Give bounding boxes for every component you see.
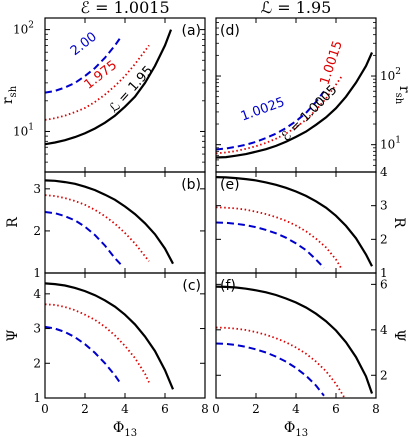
ytick-label-d-1: 102 [380,67,401,83]
xtick-label-f-1: 2 [252,402,260,416]
panel-f: 2 4 6 0 2 4 6 8 Φ13 Ψ (f) [212,272,407,437]
panel-label-a: (a) [181,23,201,39]
y-axis-label-d: rsh [393,86,412,105]
ytick-label-e-1: 2 [380,232,388,246]
ytick-label-f-2: 6 [380,277,388,291]
series-line-c-2 [45,303,150,383]
axes-frame-f [215,272,377,399]
series-line-a-1 [45,36,122,94]
series-line-e-1 [216,221,325,269]
x-axis-label-c: Φ13 [113,420,137,437]
panel-label-d: (d) [220,23,240,39]
panel-c: 1 2 3 4 0 2 4 6 8 Φ13 Ψ (c) [5,272,209,437]
series-line-f-2 [216,326,345,398]
series-line-c-3 [45,282,175,390]
series-line-d-3 [216,52,374,159]
xtick-label-f-4: 8 [372,402,380,416]
ytick-label-c-0: 1 [33,391,41,405]
y-axis-label-b: R [5,217,21,228]
ytick-label-a-0: 101 [13,122,34,138]
curve-annotation-d-2: 1.0015 [318,39,346,87]
ytick-label-d-0: 101 [380,136,401,152]
curve-annotation-a-2: 1.975 [82,58,121,93]
panel-label-b: (b) [181,177,201,193]
series-line-e-3 [216,176,373,267]
ytick-label-b-1: 2 [33,224,41,238]
ytick-label-c-3: 4 [33,287,41,301]
ytick-label-e-2: 3 [380,199,388,213]
panel-b: 1 2 3 R (b) [5,171,206,280]
ytick-label-b-2: 3 [33,182,41,196]
panel-label-c: (c) [182,278,201,294]
axes-frame-d [215,17,377,173]
xtick-label-c-2: 4 [121,402,129,416]
series-line-f-3 [216,285,374,394]
series-line-e-2 [216,206,343,271]
xtick-label-c-4: 8 [201,402,209,416]
series-line-d-2 [216,75,343,155]
xtick-label-c-0: 0 [41,402,49,416]
xtick-label-c-3: 6 [161,402,169,416]
ytick-label-c-1: 2 [33,356,41,370]
ytick-label-b-0: 1 [33,266,41,280]
xtick-label-f-0: 0 [212,402,220,416]
x-axis-label-f: Φ13 [284,420,308,437]
curve-annotation-a-1: 2.00 [68,29,100,59]
series-line-a-3 [45,29,173,146]
panel-title-d: ℒ = 1.95 [261,0,332,17]
ytick-label-f-1: 4 [380,323,388,337]
panel-e: 1 2 3 4 R (e) [215,165,407,280]
axes-frame-e [215,171,377,274]
axes-frame-c [44,272,206,399]
y-axis-label-a: rsh [0,85,19,104]
panel-label-f: (f) [220,278,236,294]
series-line-a-2 [45,44,150,121]
ytick-label-e-0: 1 [380,266,388,280]
xtick-label-f-2: 4 [292,402,300,416]
panel-label-e: (e) [220,177,240,193]
ytick-label-c-2: 3 [33,322,41,336]
xtick-label-c-1: 2 [81,402,89,416]
series-line-c-1 [45,325,122,385]
ytick-label-f-0: 2 [380,368,388,382]
y-axis-label-c: Ψ [5,329,21,341]
ytick-label-e-3: 4 [380,165,388,179]
panel-title-a: ℰ = 1.0015 [80,0,169,17]
series-line-b-3 [45,179,174,265]
series-line-b-2 [45,194,150,262]
y-axis-label-e: R [391,217,407,228]
series-line-b-1 [45,211,122,266]
y-axis-label-f: Ψ [391,329,407,341]
panel-d: 101 102 rsh (d) ℒ = 1.95 [215,0,412,173]
series-line-f-1 [216,342,325,397]
xtick-label-f-3: 6 [332,402,340,416]
curve-annotation-d-1: 1.0025 [239,95,287,125]
panel-a: 101 102 rsh (a) ℰ = 1.0015 [0,0,206,173]
ytick-label-a-1: 102 [13,21,34,37]
series-line-d-1 [216,90,325,151]
